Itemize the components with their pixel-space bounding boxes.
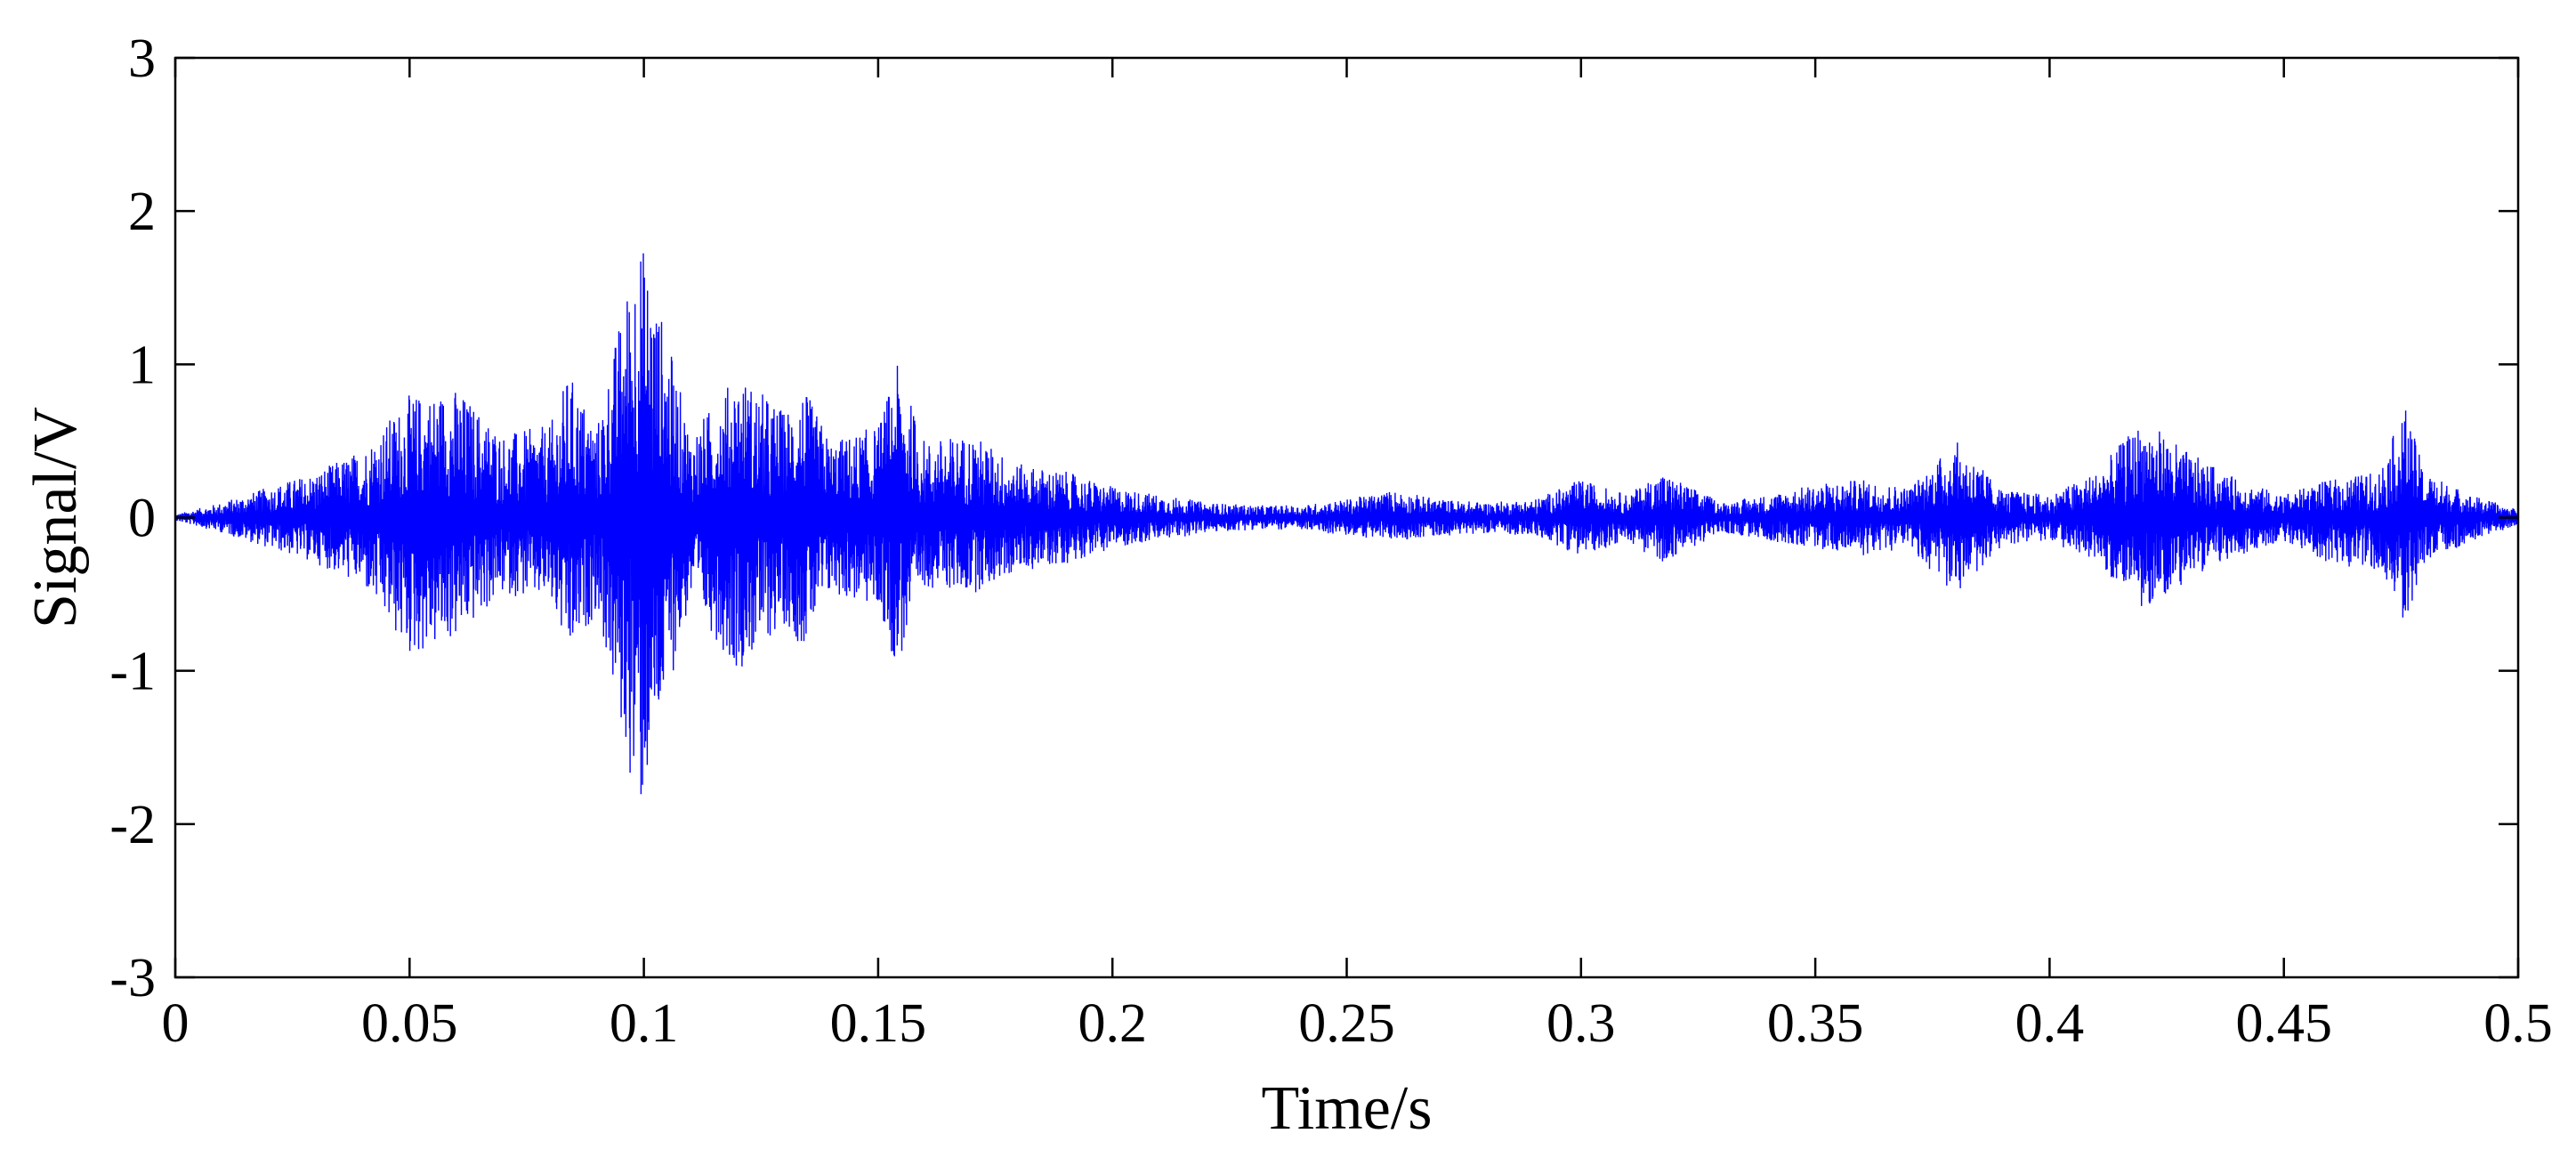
y-tick-label: 2 — [128, 182, 156, 242]
x-tick-label: 0.3 — [1546, 993, 1616, 1054]
y-axis: -3 -2 -1 0 1 2 3 — [109, 28, 2518, 1008]
y-tick-label: 1 — [128, 335, 156, 395]
y-tick-label: 0 — [128, 489, 156, 549]
y-tick-label: 3 — [128, 28, 156, 89]
signal-series-line — [174, 253, 2519, 795]
x-tick-label: 0.15 — [830, 993, 927, 1054]
signal-layer — [174, 253, 2519, 795]
x-tick-label: 0 — [162, 993, 190, 1054]
x-tick-label: 0.2 — [1078, 993, 1147, 1054]
x-tick-label: 0.5 — [2483, 993, 2553, 1054]
x-tick-label: 0.1 — [610, 993, 679, 1054]
x-axis: 0 0.05 0.1 0.15 0.2 0.25 0.3 0.35 0.4 0.45 0.5 — [162, 58, 2553, 1054]
x-tick-label: 0.35 — [1767, 993, 1864, 1054]
x-axis-title: Time/s — [1262, 1074, 1433, 1143]
y-tick-label: -2 — [109, 795, 156, 855]
y-tick-label: -3 — [109, 948, 156, 1008]
x-tick-label: 0.05 — [361, 993, 458, 1054]
y-axis-title: Signal/V — [21, 407, 90, 628]
x-tick-label: 0.4 — [2015, 993, 2085, 1054]
x-tick-label: 0.25 — [1298, 993, 1395, 1054]
y-tick-label: -1 — [109, 642, 156, 702]
x-tick-label: 0.45 — [2235, 993, 2332, 1054]
